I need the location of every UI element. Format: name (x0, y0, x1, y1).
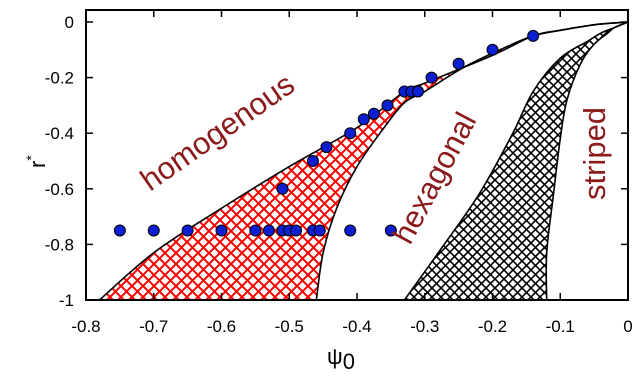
data-point (384, 224, 397, 237)
y-tick-label: -0.2 (45, 69, 74, 88)
x-tick-label: -0.7 (139, 317, 168, 336)
black-hatched-region (404, 22, 628, 300)
region-label-striped: striped (577, 107, 612, 200)
data-point (486, 43, 499, 56)
boundary-line-2 (315, 21, 628, 300)
boundary-line-4 (545, 21, 628, 300)
y-tick-label: -0.4 (45, 124, 74, 143)
x-tick-label: -0.1 (546, 317, 575, 336)
data-point (181, 224, 194, 237)
data-point (320, 141, 333, 154)
data-point (215, 224, 228, 237)
x-axis-label-sub: 0 (343, 349, 355, 374)
data-point (262, 224, 275, 237)
y-tick-label: 0 (65, 13, 74, 32)
x-tick-label: -0.8 (71, 317, 100, 336)
x-tick-label: -0.6 (207, 317, 236, 336)
y-tick-label: -1 (59, 291, 74, 310)
x-tick-label: -0.3 (410, 317, 439, 336)
data-point (367, 107, 380, 120)
data-point (344, 224, 357, 237)
phase-boundaries (99, 21, 628, 300)
data-point (113, 224, 126, 237)
y-tick-label: -0.6 (45, 180, 74, 199)
data-point (527, 29, 540, 42)
data-point (306, 155, 319, 167)
data-point (249, 224, 262, 237)
y-axis-label-main: r (25, 161, 50, 168)
data-point (276, 182, 289, 195)
data-point (147, 224, 160, 237)
x-tick-label: 0 (623, 317, 632, 336)
x-axis-label: ψ0 (327, 344, 355, 374)
data-point (313, 224, 326, 237)
boundary-line-3 (403, 21, 628, 300)
x-tick-label: -0.5 (275, 317, 304, 336)
y-axis-label-sup: * (23, 155, 39, 161)
y-tick-label: -0.8 (45, 235, 74, 254)
x-axis-label-main: ψ (327, 344, 343, 369)
data-point (381, 99, 394, 112)
data-point (425, 71, 438, 84)
data-point (357, 113, 370, 126)
data-point (344, 127, 357, 140)
red-hatched-region (99, 22, 628, 300)
x-tick-label: -0.2 (478, 317, 507, 336)
x-axis-ticks: -0.8 -0.7 -0.6 -0.5 -0.4 -0.3 -0.2 -0.1 0 (71, 10, 632, 336)
data-point (290, 224, 303, 237)
y-axis-ticks: 0 -0.2 -0.4 -0.6 -0.8 -1 (45, 13, 628, 310)
data-points (113, 29, 540, 237)
data-point (411, 85, 424, 98)
x-tick-label: -0.4 (342, 317, 371, 336)
hatched-regions (99, 22, 628, 300)
y-axis-label: r* (23, 155, 50, 168)
data-point (452, 57, 465, 70)
